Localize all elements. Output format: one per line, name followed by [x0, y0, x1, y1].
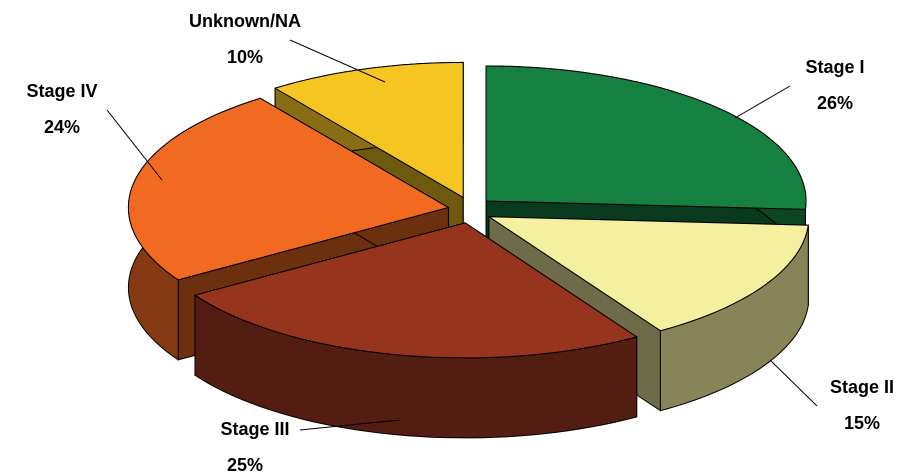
leader-line — [734, 85, 791, 119]
slice-label: Unknown/NA — [189, 11, 301, 31]
value-label: 26% — [817, 93, 853, 113]
slice-label: Stage III — [220, 419, 289, 439]
leader-line — [769, 359, 818, 407]
value-label: 15% — [844, 413, 880, 433]
slice-top — [485, 65, 807, 210]
slice-label: Stage II — [830, 377, 894, 397]
slice — [193, 221, 638, 439]
value-label: 25% — [227, 455, 263, 475]
slice-label: Stage I — [805, 57, 864, 77]
leader-line — [106, 109, 163, 181]
slice-top — [193, 222, 638, 359]
value-label: 24% — [44, 117, 80, 137]
slice-top — [273, 61, 464, 199]
slice-label: Stage IV — [26, 81, 97, 101]
slice-top — [487, 216, 809, 332]
leader-line — [289, 39, 386, 83]
leader-line — [299, 419, 401, 431]
value-label: 10% — [227, 47, 263, 67]
slice-top — [127, 97, 450, 281]
